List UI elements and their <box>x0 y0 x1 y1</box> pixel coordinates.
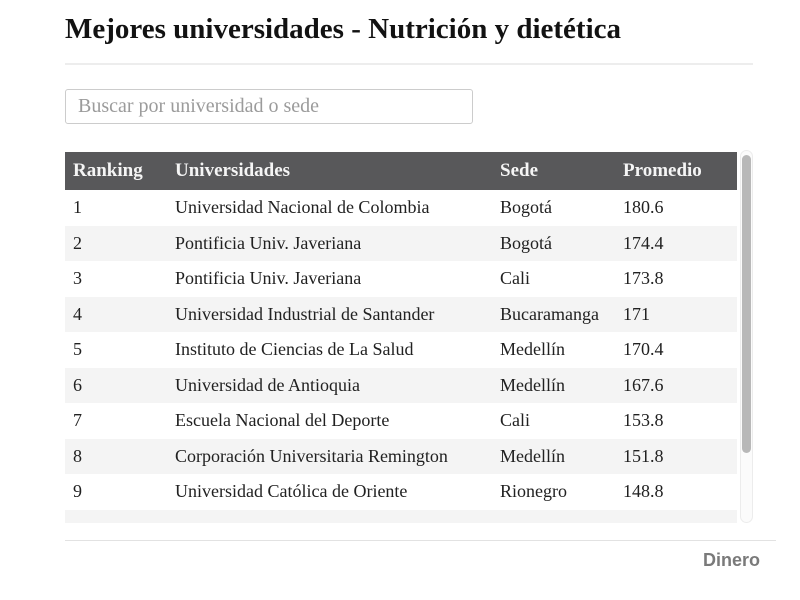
cell-ranking: 2 <box>65 225 167 261</box>
cell-promedio: 153.8 <box>615 403 737 439</box>
cell-promedio: 151.8 <box>615 438 737 474</box>
cell-universidad: Escuela Nacional del Deporte <box>167 403 492 439</box>
table-row: 7 Escuela Nacional del Deporte Cali 153.8 <box>65 403 737 439</box>
table-row: 4 Universidad Industrial de Santander Buca… <box>65 296 737 332</box>
cell-universidad: Pontificia Univ. Javeriana <box>167 261 492 297</box>
cell-ranking: 3 <box>65 261 167 297</box>
page-title: Mejores universidades - Nutrición y diet… <box>65 13 622 45</box>
table-body: 1 Universidad Nacional de Colombia Bogotá 1… <box>65 190 737 523</box>
cell-universidad: Pontificia Univ. Javeriana <box>167 225 492 261</box>
cell-sede: Cali <box>492 403 615 439</box>
cell-promedio: 167.6 <box>615 367 737 403</box>
cell-promedio <box>615 509 737 523</box>
cell-universidad: Universidad de Antioquia <box>167 367 492 403</box>
col-header-sede: Sede <box>492 152 615 190</box>
brand-logo: Dinero <box>702 550 760 570</box>
cell-universidad: Universidad Nacional de Colombia <box>167 190 492 226</box>
cell-ranking: 7 <box>65 403 167 439</box>
cell-sede: Rionegro <box>492 474 615 510</box>
table-header-row: Ranking Universidades Sede Promedio <box>65 152 737 190</box>
table-row: 1 Universidad Nacional de Colombia Bogotá 1… <box>65 190 737 226</box>
col-header-universidades: Universidades <box>167 152 492 190</box>
cell-sede: Cali <box>492 261 615 297</box>
ranking-table: Ranking Universidades Sede Promedio 1 Uni… <box>65 152 737 523</box>
cell-universidad: Universidad Católica de Oriente <box>167 474 492 510</box>
cell-ranking: 9 <box>65 474 167 510</box>
cell-promedio: 170.4 <box>615 332 737 368</box>
cell-promedio: 171 <box>615 296 737 332</box>
cell-ranking: 6 <box>65 367 167 403</box>
cell-universidad: Universidad Industrial de Santander <box>167 296 492 332</box>
footer-divider <box>65 540 776 541</box>
table-row: 2 Pontificia Univ. Javeriana Bogotá 174.4 <box>65 225 737 261</box>
cell-sede: Bogotá <box>492 190 615 226</box>
cell-ranking: 5 <box>65 332 167 368</box>
table-row-partial <box>65 509 737 523</box>
search-input[interactable] <box>65 89 473 124</box>
table-scrollbar[interactable] <box>740 150 753 523</box>
cell-ranking: 8 <box>65 438 167 474</box>
cell-ranking: 4 <box>65 296 167 332</box>
cell-sede: Bogotá <box>492 225 615 261</box>
cell-universidad <box>167 509 492 523</box>
cell-sede <box>492 509 615 523</box>
table-row: 5 Instituto de Ciencias de La Salud Medell… <box>65 332 737 368</box>
cell-ranking: 1 <box>65 190 167 226</box>
cell-universidad: Corporación Universitaria Remington <box>167 438 492 474</box>
col-header-promedio: Promedio <box>615 152 737 190</box>
cell-sede: Medellín <box>492 438 615 474</box>
cell-promedio: 173.8 <box>615 261 737 297</box>
cell-promedio: 148.8 <box>615 474 737 510</box>
table-row: 6 Universidad de Antioquia Medellín 167.6 <box>65 367 737 403</box>
col-header-ranking: Ranking <box>65 152 167 190</box>
cell-universidad: Instituto de Ciencias de La Salud <box>167 332 492 368</box>
table-row: 3 Pontificia Univ. Javeriana Cali 173.8 <box>65 261 737 297</box>
table-row: 8 Corporación Universitaria Remington Mede… <box>65 438 737 474</box>
cell-promedio: 174.4 <box>615 225 737 261</box>
cell-sede: Medellín <box>492 367 615 403</box>
scrollbar-thumb[interactable] <box>742 155 751 453</box>
cell-sede: Medellín <box>492 332 615 368</box>
universities-table: Ranking Universidades Sede Promedio 1 Uni… <box>65 152 737 523</box>
title-divider <box>65 63 753 65</box>
cell-promedio: 180.6 <box>615 190 737 226</box>
table-row: 9 Universidad Católica de Oriente Rionegro… <box>65 474 737 510</box>
cell-sede: Bucaramanga <box>492 296 615 332</box>
cell-ranking <box>65 509 167 523</box>
